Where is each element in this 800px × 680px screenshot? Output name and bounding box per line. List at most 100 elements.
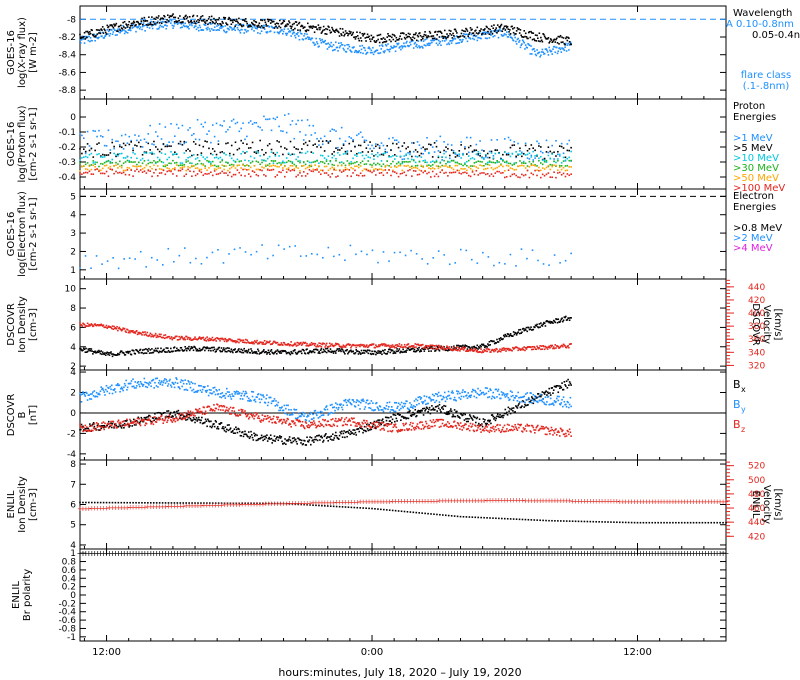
data-point [124, 330, 127, 332]
data-point [223, 168, 225, 171]
data-point [486, 152, 489, 155]
data-point [89, 37, 92, 39]
data-point [439, 171, 442, 174]
data-point [318, 140, 320, 142]
data-point [520, 332, 522, 334]
data-point [334, 342, 337, 345]
data-point [424, 31, 426, 33]
data-point [344, 352, 346, 355]
data-point [113, 172, 115, 175]
data-point [360, 349, 363, 352]
data-point [300, 25, 302, 28]
data-point [353, 36, 356, 38]
data-point [227, 142, 229, 144]
data-point [185, 173, 187, 176]
data-point [229, 167, 231, 170]
data-point [515, 43, 518, 45]
data-point [540, 345, 543, 347]
data-point [373, 147, 375, 150]
data-point [234, 432, 236, 435]
data-point [196, 15, 199, 17]
data-point [288, 344, 291, 347]
data-point [299, 255, 302, 257]
data-point [111, 158, 114, 161]
data-point [100, 162, 102, 165]
data-point [289, 439, 292, 442]
data-point [107, 167, 110, 169]
data-point [232, 164, 235, 166]
data-point [477, 33, 479, 35]
data-point [523, 346, 526, 348]
data-point [515, 174, 517, 177]
data-point [156, 165, 159, 167]
data-point [334, 350, 336, 353]
data-point [274, 23, 277, 25]
data-point [352, 172, 354, 174]
data-point [126, 351, 128, 354]
data-point [257, 149, 260, 152]
data-point [352, 350, 354, 353]
data-point [509, 167, 512, 169]
data-point [184, 338, 186, 341]
data-point [509, 155, 512, 158]
data-point [502, 349, 504, 351]
data-point [310, 164, 313, 167]
data-point [187, 168, 189, 171]
data-point [216, 29, 219, 31]
data-point [188, 24, 191, 26]
data-point [147, 133, 150, 135]
data-point [407, 169, 409, 172]
data-point [519, 29, 522, 31]
data-point [96, 424, 99, 427]
data-point [564, 46, 566, 49]
data-point [321, 38, 323, 41]
data-point [308, 168, 311, 171]
data-point [418, 169, 421, 171]
data-point [288, 343, 290, 346]
data-point [363, 163, 366, 166]
data-point [561, 36, 563, 39]
data-point [276, 349, 279, 351]
data-point [237, 338, 239, 341]
data-point [129, 424, 131, 427]
data-point [177, 142, 180, 145]
data-point [177, 338, 180, 341]
data-point [282, 21, 284, 24]
data-point [82, 137, 85, 140]
data-point [289, 170, 292, 172]
data-point [371, 51, 373, 54]
data-point [287, 23, 289, 26]
data-point [409, 160, 411, 163]
data-point [256, 434, 258, 437]
data-point [259, 139, 261, 142]
data-point [162, 143, 165, 145]
data-point [364, 49, 367, 52]
data-point [520, 34, 522, 37]
data-point [221, 159, 224, 162]
data-point [441, 164, 443, 167]
data-point [160, 161, 163, 163]
data-point [164, 173, 167, 176]
data-point [471, 169, 474, 172]
data-point [433, 37, 435, 40]
data-point [184, 22, 186, 25]
data-point [468, 348, 471, 351]
data-point [81, 173, 83, 176]
data-point [246, 135, 248, 138]
data-point [356, 174, 358, 176]
data-point [423, 350, 426, 352]
data-point [209, 30, 211, 32]
legend-entry: >4 MeV [733, 243, 773, 254]
data-point [124, 161, 127, 163]
data-point [546, 51, 549, 53]
data-point [249, 175, 252, 178]
data-point [328, 350, 331, 353]
data-point [435, 139, 438, 142]
data-point [210, 171, 212, 174]
data-point [338, 149, 341, 151]
data-point [254, 433, 257, 436]
data-point [184, 345, 186, 348]
data-point [126, 328, 129, 331]
data-point [375, 344, 377, 346]
